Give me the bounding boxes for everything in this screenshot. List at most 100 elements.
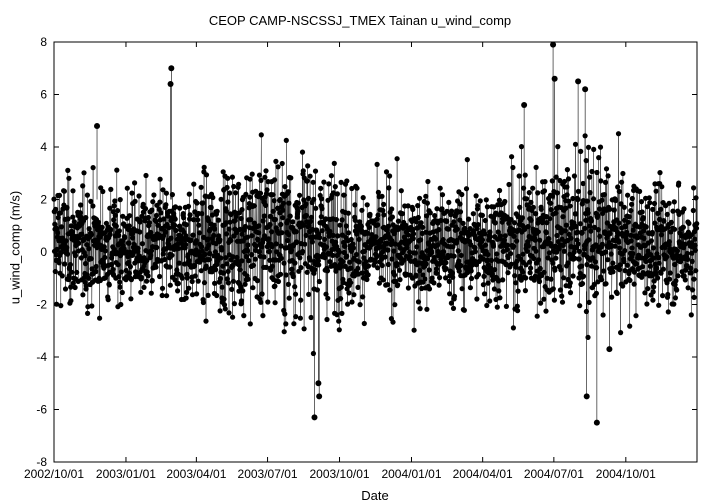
- data-point: [585, 210, 591, 216]
- data-point: [218, 255, 224, 261]
- data-point: [288, 247, 295, 253]
- data-point: [256, 249, 262, 255]
- data-point: [231, 183, 237, 190]
- data-point: [598, 178, 604, 184]
- data-point: [694, 221, 700, 227]
- data-point: [384, 282, 391, 288]
- data-point: [290, 219, 296, 225]
- data-point: [682, 241, 688, 247]
- data-point: [436, 227, 442, 233]
- data-point: [506, 181, 512, 188]
- data-point: [629, 201, 635, 207]
- data-point: [646, 195, 652, 201]
- data-point: [546, 236, 552, 242]
- data-point: [561, 248, 567, 254]
- data-point: [579, 281, 586, 287]
- data-point: [607, 206, 613, 212]
- data-point: [153, 264, 159, 270]
- data-point: [523, 262, 529, 268]
- data-point: [545, 255, 551, 261]
- data-point: [514, 238, 520, 244]
- data-point: [651, 255, 657, 261]
- data-point: [611, 207, 617, 213]
- data-point: [108, 186, 114, 192]
- data-point: [522, 172, 528, 178]
- data-point: [176, 245, 182, 252]
- data-point: [494, 304, 500, 310]
- data-point: [381, 212, 387, 218]
- data-point: [649, 229, 656, 236]
- data-point: [86, 275, 92, 281]
- data-point: [272, 216, 278, 223]
- data-point: [581, 273, 587, 279]
- data-point: [584, 262, 590, 268]
- data-point: [609, 294, 615, 300]
- data-point: [433, 266, 440, 272]
- data-point: [650, 245, 657, 251]
- data-point: [80, 292, 86, 298]
- data-point: [557, 287, 564, 293]
- data-point: [651, 200, 658, 207]
- data-point: [573, 224, 579, 230]
- data-point: [391, 248, 397, 254]
- data-point: [142, 206, 149, 212]
- data-point: [511, 233, 517, 239]
- data-point: [457, 217, 463, 223]
- data-point: [341, 192, 347, 198]
- data-point: [340, 280, 346, 286]
- data-point: [690, 287, 696, 293]
- data-point: [303, 201, 309, 207]
- data-point: [258, 132, 264, 138]
- data-point: [557, 177, 563, 184]
- data-point: [542, 179, 548, 185]
- data-point: [587, 190, 593, 196]
- data-point: [241, 313, 247, 319]
- data-point: [145, 273, 151, 279]
- data-point: [230, 314, 236, 320]
- data-point: [334, 312, 340, 318]
- data-point: [62, 261, 68, 267]
- data-point: [444, 218, 450, 224]
- data-point: [346, 290, 352, 296]
- data-point: [324, 316, 330, 323]
- data-point: [70, 280, 76, 286]
- data-point: [446, 199, 452, 205]
- data-point: [157, 176, 163, 182]
- data-point: [292, 291, 299, 297]
- data-point: [282, 311, 288, 317]
- data-point: [482, 231, 488, 237]
- data-point: [334, 191, 340, 197]
- data-point: [222, 306, 228, 312]
- data-point: [263, 168, 269, 174]
- data-point: [223, 220, 229, 226]
- data-point: [455, 248, 461, 254]
- data-point: [221, 296, 227, 302]
- data-point: [520, 251, 526, 257]
- data-point: [168, 235, 174, 241]
- data-point: [689, 258, 695, 264]
- data-point: [243, 191, 249, 197]
- data-point: [500, 248, 506, 254]
- data-point: [620, 283, 626, 289]
- data-point: [641, 235, 647, 241]
- data-point: [629, 245, 635, 251]
- data-point: [631, 281, 637, 287]
- data-point: [415, 299, 422, 305]
- data-point: [417, 195, 423, 201]
- data-point: [189, 292, 196, 298]
- data-point: [603, 249, 609, 255]
- data-point: [423, 229, 429, 235]
- data-point: [600, 312, 606, 318]
- data-point: [219, 284, 225, 290]
- data-point: [493, 296, 499, 303]
- data-point: [283, 272, 289, 278]
- data-point: [302, 241, 308, 247]
- data-point: [277, 196, 283, 203]
- data-point: [467, 285, 473, 291]
- data-point: [348, 280, 354, 286]
- data-point: [128, 277, 134, 283]
- data-point: [554, 232, 560, 239]
- data-point: [106, 282, 112, 288]
- data-point: [686, 220, 692, 226]
- data-point: [303, 232, 309, 238]
